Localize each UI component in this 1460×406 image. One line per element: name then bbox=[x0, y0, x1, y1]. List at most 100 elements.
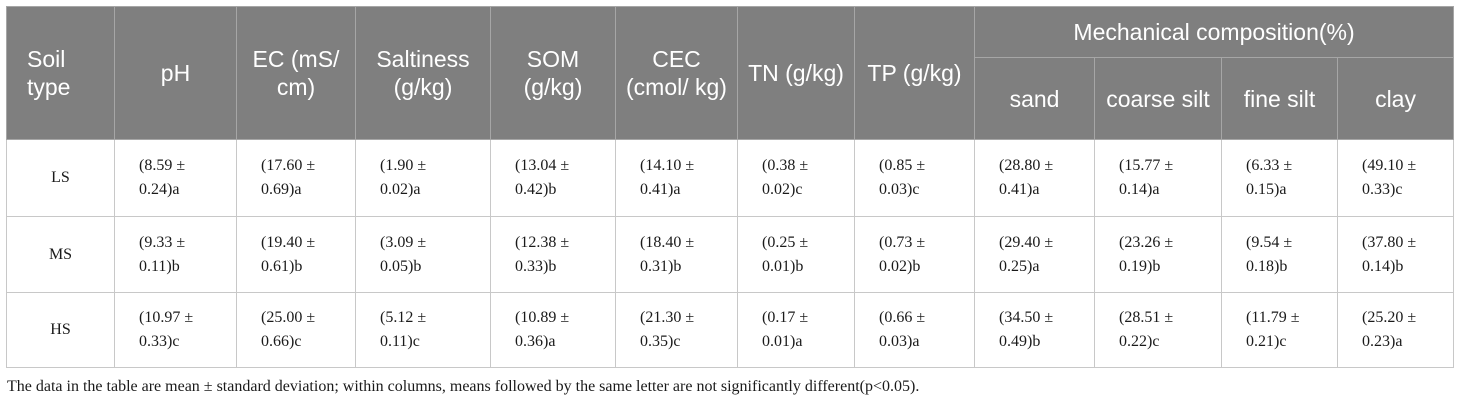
cell-som: (12.38 ± 0.33)b bbox=[490, 216, 616, 293]
header-som: SOM (g/kg) bbox=[490, 6, 616, 140]
cell-mean: (12.38 ± bbox=[515, 233, 570, 251]
cell-sand: (34.50 ± 0.49)b bbox=[974, 292, 1095, 368]
cell-mean: (0.17 ± bbox=[762, 309, 809, 326]
cell-sd: 0.66)c bbox=[261, 333, 302, 350]
cell-fine-silt: (11.79 ± 0.21)c bbox=[1221, 292, 1338, 368]
header-clay: clay bbox=[1336, 57, 1455, 140]
cell-mean: (25.00 ± bbox=[261, 309, 316, 326]
cell-sd: 0.31)b bbox=[640, 257, 682, 275]
cell-mean: (9.54 ± bbox=[1246, 233, 1293, 251]
table-footnote: The data in the table are mean ± standar… bbox=[7, 378, 920, 395]
cell-mean: (0.73 ± bbox=[879, 233, 926, 251]
header-tn: TN (g/kg) bbox=[737, 6, 855, 140]
cell-ec: (17.60 ± 0.69)a bbox=[236, 139, 356, 217]
cell-mean: (28.51 ± bbox=[1119, 309, 1174, 326]
cell-sd: 0.03)c bbox=[879, 181, 920, 198]
cell-sd: 0.23)a bbox=[1362, 333, 1403, 350]
cell-ph: (9.33 ± 0.11)b bbox=[114, 216, 237, 293]
cell-sd: 0.02)b bbox=[879, 257, 921, 275]
cell-tn: (0.38 ± 0.02)c bbox=[737, 139, 855, 217]
table-row: MS (9.33 ± 0.11)b (19.40 ± 0.61)b (3.09 ± 0… bbox=[6, 216, 1455, 293]
cell-sd: 0.25)a bbox=[999, 257, 1040, 275]
cell-som: (10.89 ± 0.36)a bbox=[490, 292, 616, 368]
cell-fine-silt: (6.33 ± 0.15)a bbox=[1221, 139, 1338, 217]
cell-cec: (21.30 ± 0.35)c bbox=[615, 292, 738, 368]
table-row: HS (10.97 ± 0.33)c (25.00 ± 0.66)c (5.12 ±… bbox=[6, 292, 1455, 368]
cell-som: (13.04 ± 0.42)b bbox=[490, 139, 616, 217]
cell-mean: (37.80 ± bbox=[1362, 233, 1417, 251]
header-ec: EC (mS/ cm) bbox=[236, 6, 356, 140]
cell-clay: (25.20 ± 0.23)a bbox=[1336, 292, 1455, 368]
cell-mean: (0.85 ± bbox=[879, 157, 926, 174]
cell-mean: (10.89 ± bbox=[515, 309, 570, 326]
cell-mean: (5.12 ± bbox=[380, 309, 427, 326]
table-row: LS (8.59 ± 0.24)a (17.60 ± 0.69)a (1.90 ± 0… bbox=[6, 139, 1455, 217]
cell-sd: 0.01)a bbox=[762, 333, 803, 350]
header-ph: pH bbox=[114, 6, 237, 140]
cell-sd: 0.24)a bbox=[139, 181, 180, 198]
cell-sd: 0.69)a bbox=[261, 181, 302, 198]
cell-fine-silt: (9.54 ± 0.18)b bbox=[1221, 216, 1338, 293]
header-mechanical-composition: Mechanical composition(%) bbox=[973, 6, 1455, 58]
cell-ec: (19.40 ± 0.61)b bbox=[236, 216, 356, 293]
cell-sd: 0.02)a bbox=[380, 181, 421, 198]
cell-mean: (0.66 ± bbox=[879, 309, 926, 326]
cell-sd: 0.22)c bbox=[1119, 333, 1160, 350]
cell-tp: (0.66 ± 0.03)a bbox=[854, 292, 975, 368]
cell-sd: 0.33)c bbox=[139, 333, 180, 350]
cell-mean: (9.33 ± bbox=[139, 233, 186, 251]
cell-mean: (8.59 ± bbox=[139, 157, 186, 174]
cell-cec: (14.10 ± 0.41)a bbox=[615, 139, 738, 217]
cell-mean: (6.33 ± bbox=[1246, 157, 1293, 174]
header-fine-silt: fine silt bbox=[1221, 57, 1338, 140]
cell-clay: (37.80 ± 0.14)b bbox=[1336, 216, 1455, 293]
cell-mean: (25.20 ± bbox=[1362, 309, 1417, 326]
cell-sd: 0.03)a bbox=[879, 333, 920, 350]
cell-coarse-silt: (23.26 ± 0.19)b bbox=[1094, 216, 1222, 293]
cell-sd: 0.35)c bbox=[640, 333, 681, 350]
cell-sd: 0.18)b bbox=[1246, 257, 1288, 275]
cell-ph: (10.97 ± 0.33)c bbox=[114, 292, 237, 368]
cell-mean: (18.40 ± bbox=[640, 233, 695, 251]
cell-mean: (49.10 ± bbox=[1362, 157, 1417, 174]
cell-coarse-silt: (28.51 ± 0.22)c bbox=[1094, 292, 1222, 368]
cell-sd: 0.01)b bbox=[762, 257, 804, 275]
cell-mean: (10.97 ± bbox=[139, 309, 194, 326]
cell-sd: 0.41)a bbox=[999, 181, 1040, 198]
cell-sd: 0.14)a bbox=[1119, 181, 1160, 198]
cell-sand: (29.40 ± 0.25)a bbox=[974, 216, 1095, 293]
header-soil-type: Soil type bbox=[6, 6, 115, 140]
cell-sd: 0.19)b bbox=[1119, 257, 1161, 275]
cell-ph: (8.59 ± 0.24)a bbox=[114, 139, 237, 217]
cell-sd: 0.41)a bbox=[640, 181, 681, 198]
cell-mean: (1.90 ± bbox=[380, 157, 427, 174]
cell-mean: (21.30 ± bbox=[640, 309, 695, 326]
header-tp: TP (g/kg) bbox=[854, 6, 975, 140]
cell-tn: (0.17 ± 0.01)a bbox=[737, 292, 855, 368]
cell-saltiness: (5.12 ± 0.11)c bbox=[355, 292, 491, 368]
cell-mean: (29.40 ± bbox=[999, 233, 1054, 251]
cell-mean: (19.40 ± bbox=[261, 233, 316, 251]
cell-mean: (15.77 ± bbox=[1119, 157, 1174, 174]
row-label: LS bbox=[6, 139, 115, 217]
table-body: LS (8.59 ± 0.24)a (17.60 ± 0.69)a (1.90 ± 0… bbox=[6, 139, 1455, 368]
cell-tn: (0.25 ± 0.01)b bbox=[737, 216, 855, 293]
cell-mean: (34.50 ± bbox=[999, 309, 1054, 326]
cell-sd: 0.11)b bbox=[139, 257, 180, 275]
cell-tp: (0.85 ± 0.03)c bbox=[854, 139, 975, 217]
cell-mean: (0.38 ± bbox=[762, 157, 809, 174]
header-saltiness: Saltiness (g/kg) bbox=[355, 6, 491, 140]
cell-sd: 0.49)b bbox=[999, 333, 1041, 350]
row-label: HS bbox=[6, 292, 115, 368]
cell-sd: 0.05)b bbox=[380, 257, 422, 275]
cell-sd: 0.14)b bbox=[1362, 257, 1404, 275]
row-label: MS bbox=[6, 216, 115, 293]
cell-mean: (0.25 ± bbox=[762, 233, 809, 251]
cell-mean: (13.04 ± bbox=[515, 157, 570, 174]
soil-properties-table: Soil type pH EC (mS/ cm) Saltiness (g/kg… bbox=[6, 6, 1455, 368]
cell-mean: (28.80 ± bbox=[999, 157, 1054, 174]
cell-mean: (11.79 ± bbox=[1246, 309, 1300, 326]
cell-clay: (49.10 ± 0.33)c bbox=[1336, 139, 1455, 217]
header-sand: sand bbox=[974, 57, 1095, 140]
header-coarse-silt: coarse silt bbox=[1094, 57, 1222, 140]
